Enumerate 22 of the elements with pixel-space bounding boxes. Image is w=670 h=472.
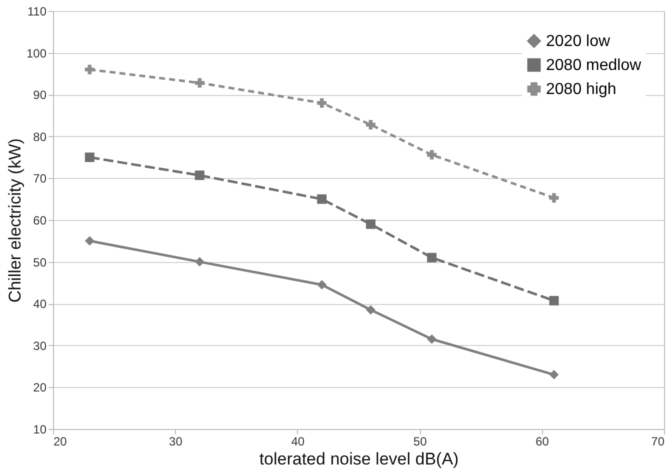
y-tick-label: 70: [33, 172, 47, 186]
x-tick-label: 40: [291, 434, 305, 448]
y-tick-label: 40: [33, 297, 47, 312]
x-tick-label: 50: [413, 434, 428, 448]
y-tick-label: 30: [33, 338, 47, 353]
y-tick-label: 100: [26, 46, 47, 60]
x-tick-label: 20: [54, 434, 68, 448]
y-tick-label: 90: [33, 88, 47, 102]
y-axis-title: Chiller electricity (kW): [5, 138, 24, 303]
y-tick-label: 50: [33, 255, 47, 270]
y-tick-label: 80: [33, 130, 47, 144]
legend-label: 2080 medlow: [546, 57, 642, 74]
x-tick-label: 60: [536, 434, 550, 448]
x-tick-label: 30: [169, 434, 183, 448]
legend-label: 2080 high: [546, 81, 616, 98]
y-tick-label: 10: [33, 422, 47, 436]
y-tick-label: 60: [33, 214, 47, 228]
y-tick-label: 110: [27, 4, 47, 18]
y-tick-label: 20: [33, 380, 47, 395]
x-tick-label: 70: [651, 434, 665, 448]
x-axis-title: tolerated noise level dB(A): [259, 450, 459, 468]
legend-label: 2020 low: [546, 33, 610, 50]
